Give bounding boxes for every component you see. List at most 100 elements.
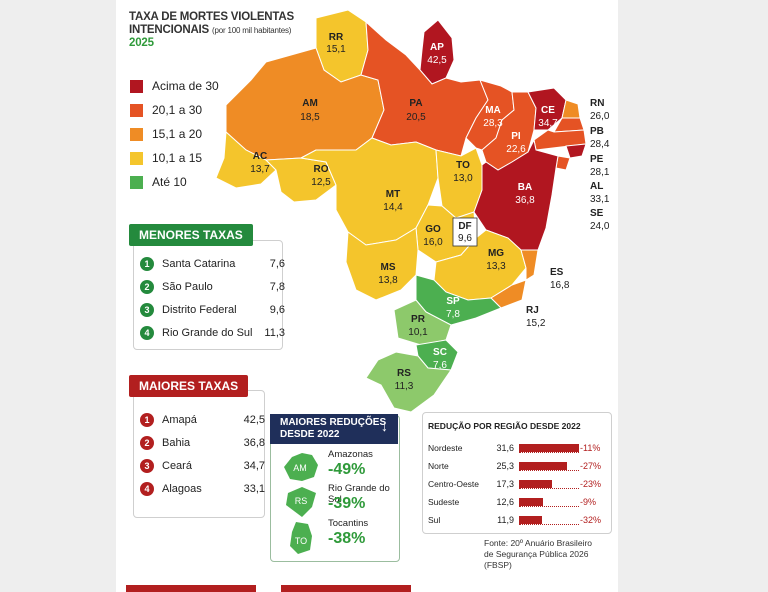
region-value: 25,3 <box>496 461 514 471</box>
label-se-abbr: SE <box>590 208 604 219</box>
region-row: Sudeste 12,6 -9% <box>428 494 608 512</box>
state-name: Amapá <box>162 413 197 426</box>
reducoes-header: MAIORES REDUÇÕES DESDE 2022 ↓ <box>270 414 398 444</box>
list-item: 4 Rio Grande do Sul 11,3 <box>133 321 285 344</box>
infographic-card: TAXA DE MORTES VIOLENTAS INTENCIONAIS (p… <box>116 0 618 592</box>
list-item: 2 Bahia 36,8 <box>133 431 265 454</box>
label-pe-abbr: PE <box>590 154 604 165</box>
region-change: -27% <box>580 461 602 471</box>
menores-header: MENORES TAXAS <box>129 224 253 246</box>
label-al-value: 33,1 <box>590 194 610 205</box>
label-ce-value: 34,7 <box>538 118 558 129</box>
region-name: Sul <box>428 515 441 525</box>
label-ba-abbr: BA <box>518 182 532 193</box>
region-change: -9% <box>580 497 597 507</box>
maiores-list: 1 Amapá 42,5 2 Bahia 36,8 3 Ceará 34,7 4 Alagoa… <box>133 408 265 500</box>
label-df-abbr: DF <box>458 221 471 232</box>
label-pa-value: 20,5 <box>406 112 426 123</box>
label-ac-value: 13,7 <box>250 164 270 175</box>
to-abbr: TO <box>295 536 307 546</box>
label-pr-abbr: PR <box>411 314 426 325</box>
source-line1: Fonte: 20º Anuário Brasileiro <box>484 538 592 548</box>
region-bar-baseline <box>519 498 579 507</box>
region-bar <box>519 516 542 524</box>
reducoes-header-line2: DESDE 2022 <box>280 429 340 440</box>
region-change: -11% <box>580 443 601 453</box>
label-ms-abbr: MS <box>381 262 396 273</box>
rank-badge: 2 <box>140 435 154 450</box>
label-rj-abbr: RJ <box>526 305 539 316</box>
state-name: Rio Grande do Sul <box>162 326 253 339</box>
region-chart-box <box>422 412 612 534</box>
legend-item: 10,1 a 15 <box>130 146 219 170</box>
label-go-abbr: GO <box>425 224 441 235</box>
state-value: 36,8 <box>243 436 265 449</box>
label-rs-abbr: RS <box>397 368 411 379</box>
amazonas-shape-icon: AM <box>284 453 318 481</box>
region-value: 11,9 <box>497 515 514 525</box>
rank-badge: 3 <box>140 458 154 473</box>
label-ba-value: 36,8 <box>515 195 535 206</box>
region-value: 12,6 <box>496 497 514 507</box>
df-callout <box>452 217 478 247</box>
region-row: Centro-Oeste 17,3 -23% <box>428 476 608 494</box>
bottom-strip <box>281 585 411 592</box>
label-ro-value: 12,5 <box>311 177 331 188</box>
state-value: 7,8 <box>269 280 285 293</box>
state-value: 11,3 <box>264 326 285 339</box>
label-rr-value: 15,1 <box>326 44 346 55</box>
map-labels: RR 15,1 AP 42,5 AM 18,5 PA 20,5 AC 13,7 … <box>250 32 558 392</box>
state-name: Santa Catarina <box>162 257 236 270</box>
rank-badge: 3 <box>140 302 154 317</box>
legend-label: Acima de 30 <box>152 79 219 93</box>
label-rn-value: 26,0 <box>590 111 610 122</box>
region-name: Norte <box>428 461 449 471</box>
list-item: 2 São Paulo 7,8 <box>133 275 285 298</box>
state-value: 33,1 <box>243 482 265 495</box>
list-item: 3 Distrito Federal 9,6 <box>133 298 285 321</box>
state-value: 9,6 <box>269 303 285 316</box>
legend-item: 15,1 a 20 <box>130 122 219 146</box>
legend-swatch <box>130 151 143 165</box>
list-item: 3 Ceará 34,7 <box>133 454 265 477</box>
reducao-pct: -49% <box>328 461 366 478</box>
legend-item: 20,1 a 30 <box>130 98 219 122</box>
rank-badge: 2 <box>140 279 154 294</box>
label-am-abbr: AM <box>302 98 318 109</box>
label-ma-value: 28,3 <box>483 118 503 129</box>
rank-badge: 1 <box>140 412 154 427</box>
label-to-value: 13,0 <box>453 173 473 184</box>
region-name: Nordeste <box>428 443 463 453</box>
title-line1: TAXA DE MORTES VIOLENTAS <box>129 11 294 23</box>
list-item: 4 Alagoas 33,1 <box>133 477 265 500</box>
label-pb-abbr: PB <box>590 126 604 137</box>
label-se-value: 24,0 <box>590 221 610 232</box>
region-bar <box>519 498 543 506</box>
list-item: 1 Santa Catarina 7,6 <box>133 252 285 275</box>
label-pi-abbr: PI <box>511 131 521 142</box>
label-ac-abbr: AC <box>253 151 267 162</box>
label-ap-value: 42,5 <box>427 55 447 66</box>
region-chart-title: REDUÇÃO POR REGIÃO DESDE 2022 <box>428 421 581 431</box>
rank-badge: 1 <box>140 256 154 271</box>
title-line2: INTENCIONAIS <box>129 24 210 36</box>
label-sp-value: 7,8 <box>446 309 460 320</box>
menores-list: 1 Santa Catarina 7,6 2 São Paulo 7,8 3 Distri… <box>133 252 285 344</box>
state-name: Ceará <box>162 459 192 472</box>
label-ma-abbr: MA <box>485 105 501 116</box>
label-mg-value: 13,3 <box>486 261 506 272</box>
region-bar <box>519 444 579 452</box>
reducao-name: Rio Grande do Sul <box>328 483 390 505</box>
legend-item: Até 10 <box>130 170 219 194</box>
region-value: 17,3 <box>496 479 514 489</box>
state-pr <box>393 299 452 346</box>
label-rs-value: 11,3 <box>395 381 414 392</box>
legend-label: 15,1 a 20 <box>152 127 203 141</box>
region-value: 31,6 <box>496 443 514 453</box>
label-sp-abbr: SP <box>446 296 460 307</box>
label-mg-abbr: MG <box>488 248 504 259</box>
arrow-down-icon: ↓ <box>381 418 388 434</box>
state-ba <box>473 138 559 251</box>
region-bar-baseline <box>519 516 579 525</box>
label-ap-abbr: AP <box>430 42 444 53</box>
